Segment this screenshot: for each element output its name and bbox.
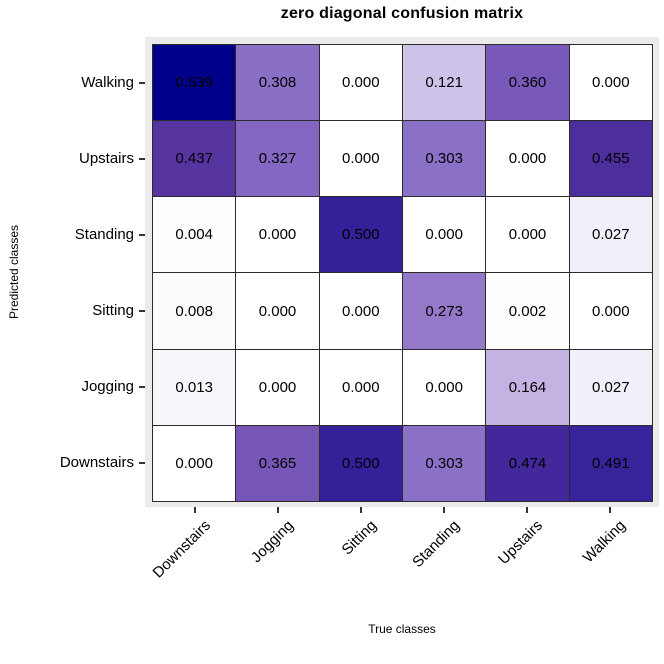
heatmap-cell: 0.000 <box>403 349 486 425</box>
heatmap-cell: 0.327 <box>236 121 319 197</box>
x-axis-tick-label: Jogging <box>247 517 297 567</box>
heatmap-cell: 0.273 <box>403 273 486 349</box>
heatmap-cell: 0.000 <box>486 121 569 197</box>
heatmap-cell: 0.500 <box>319 197 402 273</box>
heatmap-cell: 0.360 <box>486 45 569 121</box>
y-axis-tick <box>139 234 145 236</box>
y-axis-tick <box>139 82 145 84</box>
x-axis-tick-label: Upstairs <box>495 517 547 568</box>
heatmap-cell: 0.000 <box>486 197 569 273</box>
x-axis-tick-label: Standing <box>409 517 464 571</box>
plot-panel: 0.539 0.308 0.000 0.121 0.360 0.000 0.437 0.327… <box>145 37 659 507</box>
heatmap-cell: 0.000 <box>319 273 402 349</box>
x-axis-tick-label: Downstairs <box>149 517 214 582</box>
heatmap-cell: 0.437 <box>153 121 236 197</box>
heatmap-cell: 0.000 <box>569 273 652 349</box>
y-axis-tick <box>139 386 145 388</box>
x-axis-tick <box>193 507 196 513</box>
y-axis-tick-label: Upstairs <box>78 150 134 167</box>
heatmap-cell: 0.002 <box>486 273 569 349</box>
heatmap-cell: 0.008 <box>153 273 236 349</box>
heatmap-cell: 0.013 <box>153 349 236 425</box>
heatmap-cell: 0.365 <box>236 425 319 501</box>
heatmap-cell: 0.303 <box>403 121 486 197</box>
heatmap-cell: 0.455 <box>569 121 652 197</box>
x-axis-tick <box>443 507 446 513</box>
heatmap-cell: 0.000 <box>236 273 319 349</box>
y-axis-tick-label: Sitting <box>92 302 134 319</box>
heatmap-cell: 0.539 <box>153 45 236 121</box>
heatmap-cell: 0.027 <box>569 197 652 273</box>
heatmap-cell: 0.000 <box>319 45 402 121</box>
heatmap-cell: 0.000 <box>569 45 652 121</box>
heatmap-cell: 0.027 <box>569 349 652 425</box>
y-axis-tick-label: Downstairs <box>59 454 134 471</box>
heatmap-cell: 0.000 <box>236 197 319 273</box>
heatmap-grid: 0.539 0.308 0.000 0.121 0.360 0.000 0.437 0.327… <box>152 44 653 502</box>
x-axis-title: True classes <box>368 622 436 636</box>
x-axis-tick <box>526 507 529 513</box>
x-axis-tick <box>609 507 612 513</box>
heatmap-cell: 0.303 <box>403 425 486 501</box>
x-axis-tick-label: Walking <box>580 517 630 567</box>
heatmap-cell: 0.000 <box>153 425 236 501</box>
y-axis-tick <box>139 462 145 464</box>
y-axis-tick-label: Standing <box>74 226 134 243</box>
heatmap-cell: 0.000 <box>403 197 486 273</box>
x-axis-tick <box>359 507 362 513</box>
heatmap-cell: 0.164 <box>486 349 569 425</box>
heatmap-cell: 0.474 <box>486 425 569 501</box>
heatmap-cell: 0.004 <box>153 197 236 273</box>
chart-title: zero diagonal confusion matrix <box>280 5 524 22</box>
x-axis-tick-label: Sitting <box>338 517 380 559</box>
heatmap-cell: 0.000 <box>236 349 319 425</box>
heatmap-cell: 0.000 <box>319 121 402 197</box>
y-axis-tick-label: Jogging <box>81 378 134 395</box>
y-axis-tick <box>139 310 145 312</box>
heatmap-cell: 0.000 <box>319 349 402 425</box>
y-axis-tick-label: Walking <box>81 74 134 91</box>
heatmap-cell: 0.121 <box>403 45 486 121</box>
y-axis-tick <box>139 158 145 160</box>
y-axis-title: Predicted classes <box>7 224 21 320</box>
heatmap-cell: 0.308 <box>236 45 319 121</box>
x-axis-tick <box>276 507 279 513</box>
heatmap-cell: 0.500 <box>319 425 402 501</box>
heatmap-cell: 0.491 <box>569 425 652 501</box>
